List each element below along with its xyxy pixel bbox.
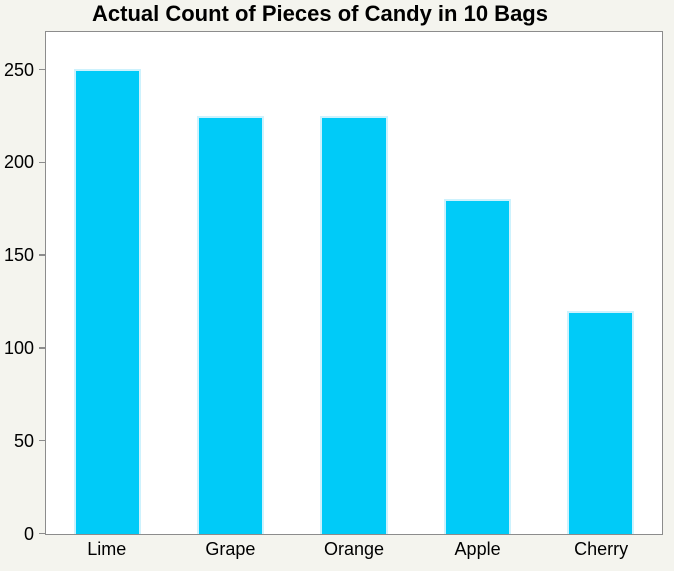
y-tick-label: 50 <box>13 430 34 451</box>
y-tick-label: 100 <box>3 337 34 358</box>
y-axis: 0 50 100 150 200 250 <box>0 33 45 543</box>
bar-slot <box>292 32 415 534</box>
y-tick-mark <box>39 532 45 535</box>
bar-lime <box>74 69 142 534</box>
bar-orange <box>320 115 388 534</box>
y-tick-label: 150 <box>3 245 34 266</box>
x-category-label: Lime <box>87 539 127 559</box>
y-tick-mark <box>39 347 45 349</box>
bar-apple <box>443 199 511 534</box>
y-tick-label: 200 <box>3 152 34 173</box>
bar-grape <box>197 115 265 534</box>
x-axis-labels: Lime Grape Orange Apple Cherry <box>45 539 663 561</box>
x-category-label: Apple <box>454 539 501 559</box>
y-tick-mark <box>39 439 45 442</box>
y-tick-label: 250 <box>3 59 34 80</box>
x-category-label: Cherry <box>574 539 629 559</box>
bar-slot <box>416 32 539 534</box>
chart-title: Actual Count of Pieces of Candy in 10 Ba… <box>92 1 548 26</box>
y-tick-label: 0 <box>23 523 34 544</box>
x-category-label: Orange <box>323 539 384 559</box>
bar-cherry <box>566 310 634 534</box>
bar-slot <box>169 32 292 534</box>
bar-slot <box>46 32 169 534</box>
x-category-label: Grape <box>205 539 256 559</box>
bar-slot <box>539 32 662 534</box>
y-tick-mark <box>39 161 45 164</box>
y-tick-mark <box>39 68 45 71</box>
y-tick-mark <box>39 254 45 256</box>
plot-area <box>45 31 663 535</box>
